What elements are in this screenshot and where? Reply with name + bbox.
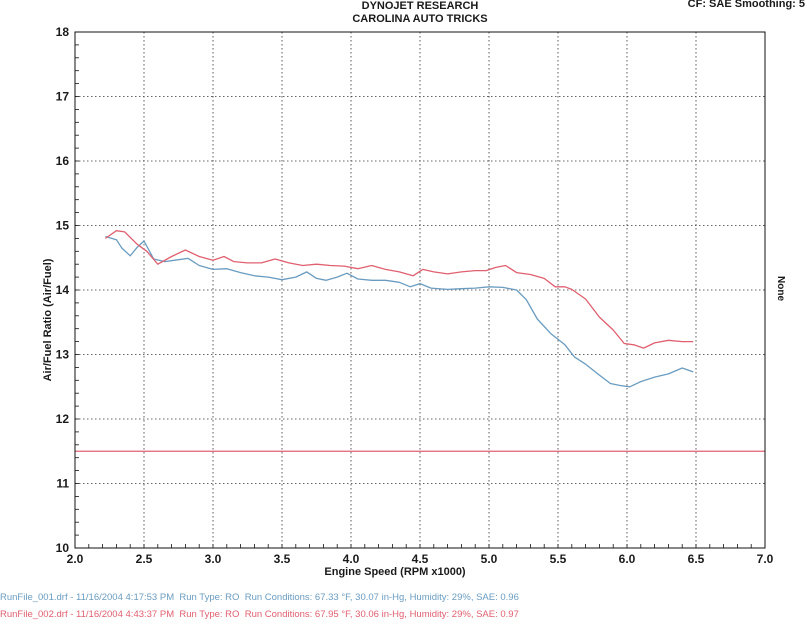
y-tick-label: 11 — [56, 477, 69, 491]
y-tick-label: 18 — [56, 25, 70, 39]
x-axis-title: Engine Speed (RPM x1000) — [324, 566, 466, 578]
x-tick-label: 6.0 — [619, 552, 636, 566]
run-file-2-info: RunFile_002.drf - 11/16/2004 4:43:37 PM … — [0, 609, 519, 620]
y-tick-label: 13 — [56, 348, 70, 362]
run-file-1-conditions: Run Conditions: 67.33 °F, 30.07 in-Hg, H… — [244, 592, 519, 603]
series-line-run2 — [105, 230, 694, 349]
x-tick-label: 2.5 — [136, 552, 153, 566]
y-tick-label: 15 — [56, 219, 70, 233]
y-tick-label: 16 — [56, 154, 70, 168]
run-file-1-info: RunFile_001.drf - 11/16/2004 4:17:53 PM … — [0, 592, 519, 603]
x-tick-label: 3.5 — [274, 552, 291, 566]
run-file-1-type: Run Type: RO — [179, 592, 240, 603]
correction-factor-label: CF: SAE Smoothing: 5 — [687, 0, 805, 10]
y-tick-label: 12 — [56, 412, 70, 426]
x-tick-label: 5.5 — [550, 552, 567, 566]
y-tick-label: 10 — [56, 541, 70, 555]
y-tick-label: 14 — [56, 283, 70, 297]
run-file-2-conditions: Run Conditions: 67.95 °F, 30.06 in-Hg, H… — [244, 609, 519, 620]
series-line-run1 — [105, 235, 694, 388]
air-fuel-chart: 2.0 2.5 3.0 3.5 4.0 4.5 5.0 5.5 6.0 6.5 7.0 10 11 12 1… — [42, 25, 774, 578]
chart-title-line-2: CAROLINA AUTO TRICKS — [352, 13, 488, 25]
x-tick-label: 5.0 — [481, 552, 498, 566]
y-tick-label: 17 — [56, 90, 70, 104]
grid-layer — [75, 32, 765, 548]
run-file-2-type: Run Type: RO — [179, 609, 240, 620]
x-tick-label: 4.0 — [343, 552, 360, 566]
x-tick-label: 6.5 — [688, 552, 705, 566]
y-axis-title: Air/Fuel Ratio (Air/Fuel) — [42, 258, 54, 381]
plot-frame — [74, 31, 766, 549]
label-layer: 2.0 2.5 3.0 3.5 4.0 4.5 5.0 5.5 6.0 6.5 7.0 10 11 12 1… — [42, 25, 774, 578]
x-tick-label: 7.0 — [757, 552, 774, 566]
x-tick-label: 2.0 — [67, 552, 84, 566]
series-layer — [105, 230, 694, 388]
x-tick-label: 4.5 — [412, 552, 429, 566]
x-tick-label: 3.0 — [205, 552, 222, 566]
run-file-1-name: RunFile_001.drf - 11/16/2004 4:17:53 PM — [0, 592, 175, 603]
axis-layer — [74, 31, 766, 549]
chart-title-line-1: DYNOJET RESEARCH — [361, 0, 479, 12]
run-file-2-name: RunFile_002.drf - 11/16/2004 4:43:37 PM — [0, 609, 175, 620]
